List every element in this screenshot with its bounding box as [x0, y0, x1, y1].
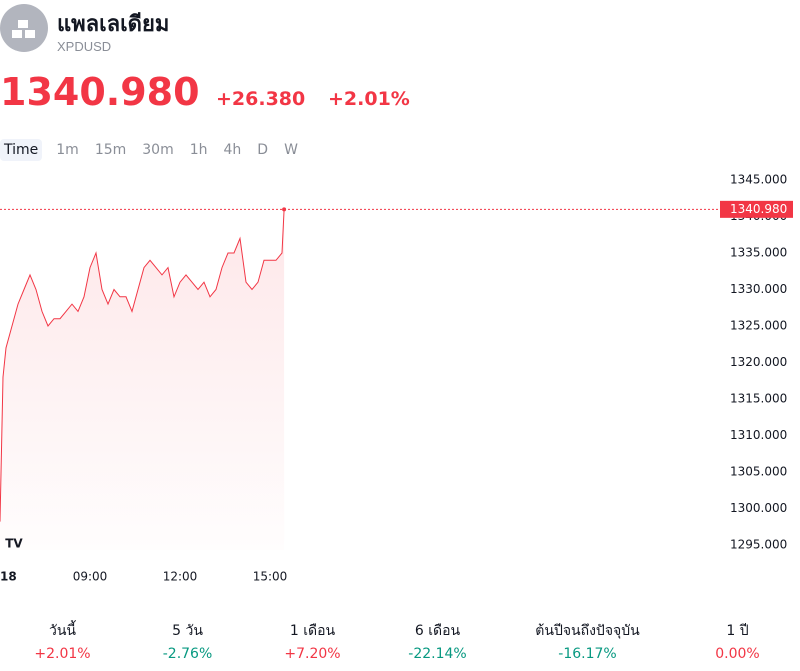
y-tick-label: 1320.000 [730, 355, 787, 369]
change-pct: +2.01% [328, 88, 410, 110]
line [0, 209, 285, 522]
stat-label: วันนี้ [48, 623, 76, 639]
price: 1340.980 [0, 70, 200, 114]
last-point [282, 207, 287, 212]
interval-tab[interactable]: D [257, 142, 269, 158]
chart: TV 1295.0001300.0001305.0001310.0001315.… [0, 173, 793, 584]
interval-tab[interactable]: 1m [56, 142, 79, 158]
stat-value: -2.76% [162, 646, 213, 662]
interval-tab[interactable]: 4h [223, 142, 242, 158]
symbol: XPDUSD [57, 39, 112, 54]
x-tick-label: 15:00 [253, 570, 288, 584]
stat-label: 5 วัน [172, 623, 203, 639]
interval-tab[interactable]: 30m [142, 142, 174, 158]
stat: 1 ปี 0.00% [675, 620, 800, 662]
interval-tab[interactable]: 1h [189, 142, 208, 158]
stat: 6 เดือน -22.14% [375, 620, 500, 662]
change: +26.380 [216, 88, 306, 110]
y-tick-label: 1345.000 [730, 173, 787, 187]
last-price-label: 1340.980 [730, 202, 787, 216]
stat: 5 วัน -2.76% [125, 620, 250, 662]
y-tick-label: 1300.000 [730, 501, 787, 515]
y-tick-label: 1335.000 [730, 246, 787, 260]
area [0, 209, 285, 550]
y-tick-label: 1325.000 [730, 319, 787, 333]
y-tick-label: 1315.000 [730, 392, 787, 406]
y-tick-label: 1310.000 [730, 428, 787, 442]
stat: วันนี้ +2.01% [0, 620, 125, 662]
stats: วันนี้ +2.01% 5 วัน -2.76% 1 เดือน +7.20% 6 เด… [0, 620, 800, 662]
title: แพลเลเดียม [57, 12, 170, 37]
stat-label: 6 เดือน [414, 623, 461, 639]
stat-value: +2.01% [34, 646, 91, 662]
stat-label: 1 เดือน [289, 623, 336, 639]
stat-value: 0.00% [715, 646, 760, 662]
y-tick-label: 1295.000 [730, 538, 787, 552]
stat-value: +7.20% [284, 646, 341, 662]
interval-tab[interactable]: Time [0, 139, 43, 161]
stat: 1 เดือน +7.20% [250, 620, 375, 662]
stat-label: ต้นปีจนถึงปัจจุบัน [535, 623, 640, 639]
x-tick-label: 09:00 [73, 570, 108, 584]
logo [0, 4, 48, 52]
stat: ต้นปีจนถึงปัจจุบัน -16.17% [500, 620, 675, 662]
y-tick-label: 1330.000 [730, 282, 787, 296]
stat-label: 1 ปี [726, 623, 749, 639]
interval-tabs: Time 1m 15m 30m 1h 4h D W [0, 139, 306, 161]
last-price-tag [720, 200, 793, 218]
y-tick-label: 1305.000 [730, 465, 787, 479]
x-tick-label: 18 [0, 570, 17, 584]
interval-tab[interactable]: W [284, 142, 298, 158]
stat-value: -16.17% [558, 646, 617, 662]
interval-tab[interactable]: 15m [94, 142, 127, 158]
x-tick-label: 12:00 [163, 570, 198, 584]
stat-value: -22.14% [408, 646, 467, 662]
